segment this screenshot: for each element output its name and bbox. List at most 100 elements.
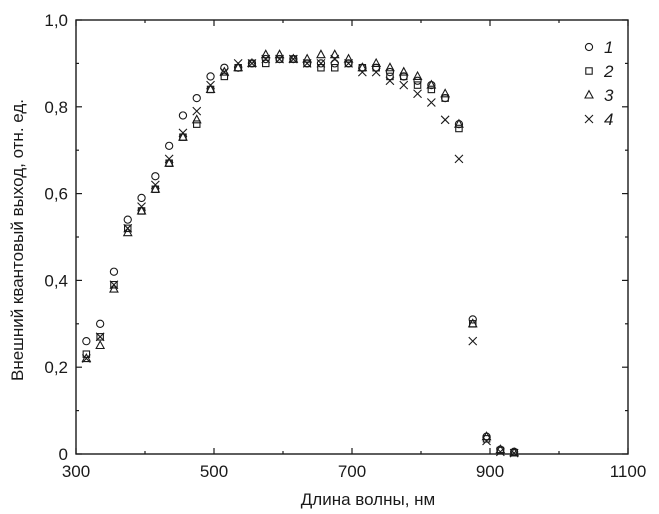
legend-item-1: 1	[584, 38, 613, 57]
data-point	[302, 59, 312, 68]
data-point	[137, 193, 146, 203]
data-point	[164, 154, 174, 164]
legend-item-3: 3	[584, 86, 614, 105]
series-1	[82, 54, 519, 456]
data-point	[509, 448, 519, 458]
data-point	[219, 67, 229, 77]
data-point	[261, 54, 270, 64]
data-point	[109, 280, 119, 290]
data-point	[372, 63, 380, 72]
data-point	[344, 59, 353, 68]
x-tick-label: 700	[338, 462, 366, 481]
data-point	[357, 62, 368, 72]
data-point	[150, 183, 161, 193]
data-point	[440, 88, 451, 98]
data-point	[468, 315, 477, 324]
y-tick-label: 0,8	[44, 98, 68, 117]
data-point	[441, 94, 449, 102]
data-point	[178, 131, 188, 141]
axis-ticks	[75, 19, 629, 455]
data-point	[468, 336, 478, 346]
data-point	[247, 59, 257, 68]
data-point	[316, 59, 326, 68]
data-point	[482, 436, 491, 446]
data-point	[164, 157, 175, 167]
data-point	[178, 111, 188, 120]
data-point	[219, 66, 230, 76]
x-tick-label: 900	[476, 462, 504, 481]
legend-marker	[585, 67, 593, 75]
data-point	[137, 202, 146, 212]
data-point	[193, 120, 201, 128]
data-point	[220, 72, 229, 81]
data-point	[164, 141, 174, 151]
data-point	[316, 49, 326, 59]
data-point	[385, 62, 395, 72]
plot-area	[75, 19, 629, 455]
data-point	[455, 124, 463, 133]
data-point	[233, 62, 244, 72]
data-point	[440, 115, 450, 125]
data-point	[122, 227, 133, 237]
x-tick-label: 500	[200, 462, 228, 481]
data-point	[95, 339, 106, 350]
data-point	[385, 67, 395, 77]
data-point	[261, 59, 270, 68]
data-point	[96, 319, 105, 328]
data-point	[467, 318, 478, 328]
data-point	[124, 224, 132, 233]
data-point	[399, 72, 408, 81]
data-point	[413, 89, 422, 99]
data-point	[82, 337, 91, 346]
data-point	[399, 72, 408, 81]
data-point	[274, 49, 285, 59]
data-point	[481, 431, 492, 441]
legend-marker	[584, 114, 594, 124]
data-point	[330, 54, 340, 64]
data-point	[275, 54, 284, 64]
data-point	[81, 354, 91, 363]
data-point	[371, 57, 382, 67]
data-point	[82, 350, 91, 358]
data-point	[95, 332, 105, 342]
legend-item-4: 4	[584, 110, 613, 129]
series-4	[81, 54, 519, 458]
data-point	[509, 447, 520, 457]
legend-label: 1	[604, 38, 613, 57]
series-2	[82, 55, 518, 457]
y-axis-label: Внешний квантовый выход, отн. ед.	[8, 99, 27, 381]
data-point	[317, 63, 325, 72]
data-point	[123, 223, 133, 233]
data-point	[192, 106, 202, 116]
data-point	[454, 154, 464, 164]
data-point	[247, 57, 257, 67]
data-point	[371, 67, 381, 77]
data-point	[260, 49, 271, 59]
data-point	[495, 447, 505, 457]
plot-frame	[75, 19, 629, 455]
data-point	[398, 66, 409, 76]
data-point	[81, 352, 92, 363]
data-point	[413, 76, 422, 85]
legend: 1 2 3 4	[584, 38, 614, 129]
data-point	[109, 283, 119, 293]
data-point	[275, 55, 284, 63]
data-point	[123, 215, 132, 224]
data-point	[205, 83, 216, 93]
x-tick-label: 1100	[610, 462, 647, 481]
data-point	[344, 59, 353, 68]
data-point	[303, 59, 311, 68]
y-tick-label: 1,0	[44, 11, 68, 30]
data-point	[454, 118, 464, 128]
data-point	[343, 53, 354, 63]
y-tick-label: 0,6	[44, 185, 68, 204]
data-point	[329, 49, 340, 59]
legend-label: 2	[603, 62, 614, 81]
legend-marker	[584, 89, 594, 99]
data-point	[288, 54, 298, 64]
data-point	[110, 280, 118, 289]
data-point	[413, 81, 422, 89]
y-tick-label: 0,2	[44, 358, 68, 377]
data-point	[427, 85, 436, 94]
